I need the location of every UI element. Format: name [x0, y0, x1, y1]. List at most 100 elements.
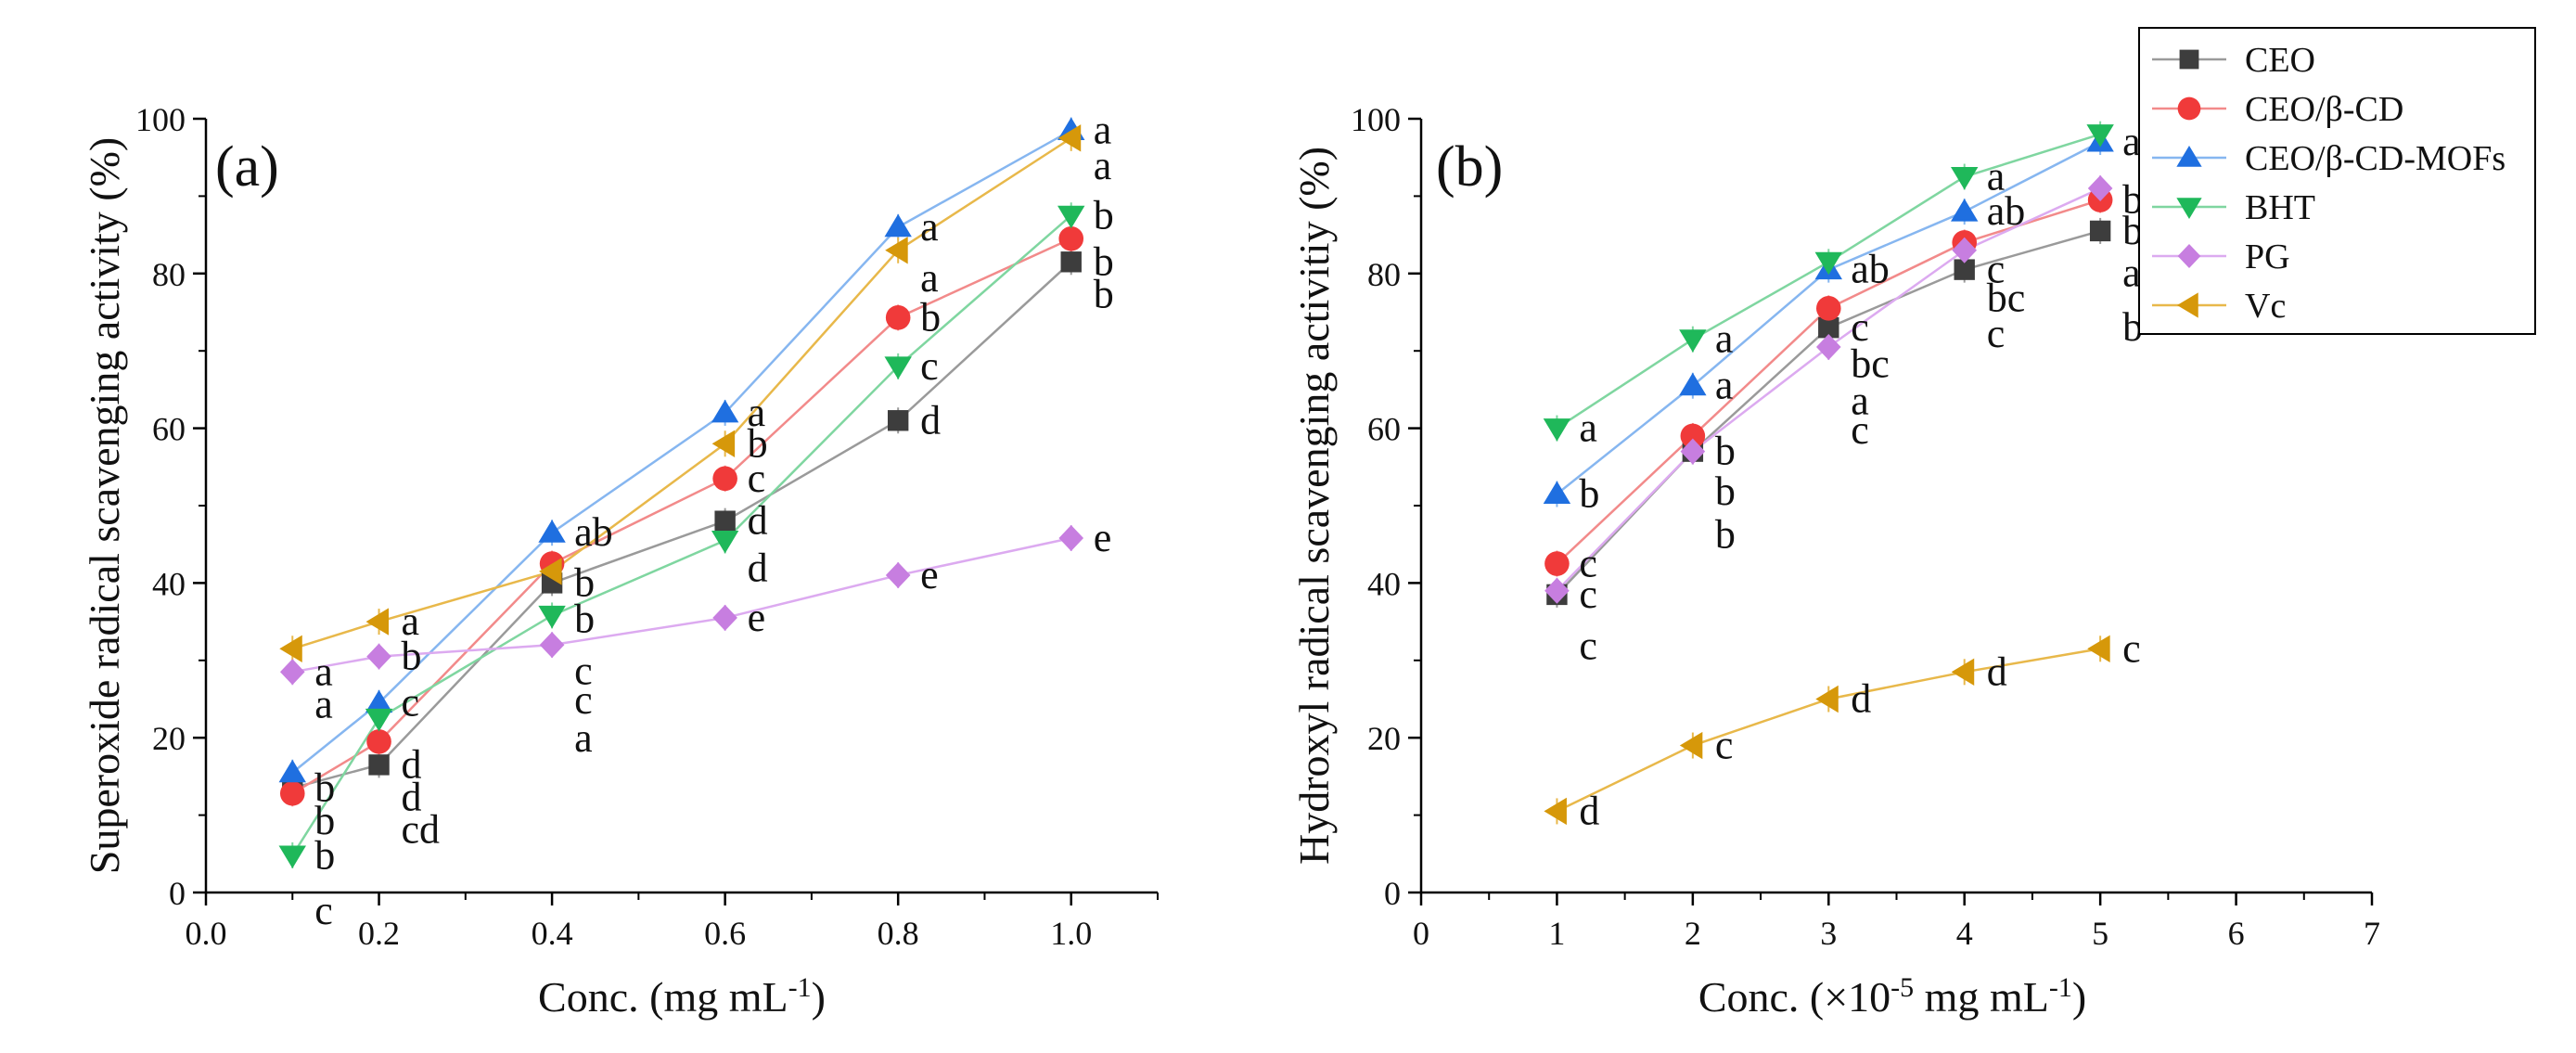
panel-a-point-vc	[885, 237, 908, 264]
panel-a-point-ceo	[1060, 251, 1082, 273]
panel-b-x-axis-label: Conc. (×10-5 mg mL-1)	[1698, 972, 2086, 1021]
legend: CEO CEO/β-CD CEO/β-CD-MOFs BHT PG Vc	[2138, 27, 2536, 335]
panel-b-point-ceo-beta-cd	[1815, 296, 1841, 321]
panel-b-point-bht	[1679, 329, 1707, 353]
panel-a-line-ceo-beta-cd-mofs	[291, 129, 1072, 774]
panel-a-point-ceo-beta-cd-mofs	[365, 689, 393, 713]
panel-b-y-tick-label: 40	[1367, 565, 1401, 602]
panel-b-point-vc	[1815, 685, 1839, 713]
panel-b-sig-letter-ceo-beta-cd-mofs: ab	[1851, 247, 1890, 292]
panel-b-point-pg	[1680, 438, 1706, 465]
panel-b-label: (b)	[1436, 135, 1503, 199]
panel-b-sig-letter-ceo: c	[1851, 304, 1869, 350]
panel-a-y-tick-label: 40	[152, 565, 186, 602]
panel-a-sig-letter-ceo: d	[920, 397, 941, 443]
panel-a-y-tick-label: 60	[152, 411, 186, 448]
panel-b-sig-letter-ceo-beta-cd-mofs: a	[2122, 119, 2141, 164]
panel-a-sig-letter-bht: b	[1094, 192, 1114, 238]
panel-b-point-vc	[1679, 731, 1703, 760]
panel-b-sig-letter-ceo-beta-cd: c	[1579, 541, 1597, 586]
panel-b-sig-letter-ceo: b	[1715, 429, 1736, 474]
panel-a-sig-letter-ceo-beta-cd-mofs: ab	[574, 509, 613, 555]
panel-a-point-bht	[365, 708, 393, 732]
panel-a-y-tick-label: 20	[152, 720, 186, 757]
panel-b-point-ceo	[1818, 316, 1839, 339]
panel-b-sig-letter-bht: a	[1579, 405, 1597, 451]
legend-label-ceo: CEO	[2245, 41, 2315, 80]
panel-a-y-tick-label: 80	[152, 256, 186, 293]
panel-b-sig-letter-ceo-beta-cd-mofs: ab	[1987, 188, 2026, 234]
panel-b-x-tick-label: 1	[1548, 915, 1565, 952]
legend-label-ceo-beta-cd: CEO/β-CD	[2245, 90, 2403, 129]
panel-b-sig-letter-vc: c	[2122, 625, 2141, 671]
panel-a-sig-letter-pg: b	[402, 634, 422, 679]
panel-b-sig-letter-pg: b	[2122, 304, 2143, 350]
panel-b-x-tick-label: 4	[1956, 915, 1973, 952]
panel-b-sig-letter-bht: a	[2122, 250, 2141, 296]
panel-a-point-vc	[539, 558, 562, 585]
panel-b-point-vc	[1951, 658, 1975, 687]
panel-a-line-ceo-beta-cd	[291, 238, 1072, 795]
panel-a-sig-letter-ceo: d	[402, 741, 422, 787]
panel-a-sig-letter-vc: a	[1094, 143, 1112, 188]
panel-b-sig-letter-ceo: b	[2122, 208, 2143, 253]
legend-box	[2138, 27, 2536, 335]
panel-a-x-tick-label: 0.4	[532, 915, 573, 952]
panel-a-point-ceo-beta-cd-mofs	[711, 399, 739, 423]
panel-a-point-ceo-beta-cd-mofs	[278, 759, 306, 783]
legend-marker-bht	[2176, 198, 2202, 219]
panel-a-line-vc	[291, 136, 1072, 650]
panel-b-sig-letter-pg: c	[1579, 623, 1597, 669]
panel-b-sig-letter-ceo-beta-cd: bc	[1987, 275, 2026, 320]
panel-a-point-bht	[278, 845, 306, 868]
legend-label-bht: BHT	[2245, 188, 2315, 227]
panel-b-sig-letter-ceo-beta-cd: b	[2122, 177, 2143, 223]
panel-b-y-tick-label: 20	[1367, 720, 1401, 757]
panel-b-point-pg	[1544, 577, 1570, 604]
panel-a-point-vc	[365, 608, 390, 636]
panel-a-point-ceo-beta-cd	[885, 305, 911, 330]
panel-a-point-pg	[885, 562, 911, 589]
panel-a-point-ceo	[887, 410, 909, 431]
panel-a-sig-letter-ceo-beta-cd: b	[314, 798, 335, 843]
panel-b-sig-letter-ceo-beta-cd-mofs: a	[1715, 363, 1734, 408]
panel-a-sig-letter-pg: e	[1094, 515, 1112, 560]
panel-a-x-axis-label: Conc. (mg mL-1)	[538, 972, 826, 1021]
panel-a-sig-letter-pg: e	[920, 552, 939, 597]
panel-b-sig-letter-vc: c	[1715, 723, 1734, 768]
panel-a-line-ceo	[291, 261, 1072, 790]
panel-b-point-pg	[1815, 334, 1841, 361]
legend-marker-ceo	[2179, 49, 2199, 70]
panel-a-point-ceo-beta-cd	[279, 780, 305, 806]
panel-b-y-tick-label: 60	[1367, 411, 1401, 448]
panel-b-x-tick-label: 2	[1685, 915, 1701, 952]
panel-b-y-tick-label: 0	[1384, 875, 1401, 912]
panel-a-x-tick-label: 0.0	[186, 915, 227, 952]
panel-a-sig-letter-vc: a	[402, 598, 420, 644]
panel-a-point-ceo-beta-cd	[712, 466, 737, 492]
panel-a-sig-letter-ceo: b	[574, 559, 595, 605]
panel-a-y-axis-label: Superoxide radical scavenging activity (…	[81, 137, 128, 875]
panel-a-x-tick-label: 0.2	[358, 915, 400, 952]
panel-a-x-tick-label: 0.6	[704, 915, 746, 952]
panel-b-line-pg	[1556, 186, 2101, 592]
panel-a-label: (a)	[215, 135, 279, 199]
panel-a-point-ceo-beta-cd	[366, 729, 391, 754]
panel-a-y-tick-label: 100	[135, 101, 186, 138]
panel-b-sig-letter-pg: c	[1987, 311, 2006, 356]
panel-a-point-bht	[884, 356, 912, 379]
panel-a-sig-letter-ceo: b	[1094, 238, 1114, 284]
panel-b-point-ceo-beta-cd-mofs	[1543, 481, 1571, 504]
panel-b-point-ceo-beta-cd-mofs	[1951, 199, 1979, 222]
panel-a-point-ceo	[714, 510, 736, 532]
panel-a-sig-letter-ceo-beta-cd: c	[748, 456, 766, 501]
panel-b-point-bht	[1814, 251, 1842, 276]
panel-b-sig-letter-vc: d	[1851, 676, 1871, 722]
panel-a-point-pg	[279, 659, 305, 686]
panel-a-y-tick-label: 0	[169, 875, 186, 912]
panel-b-x-tick-label: 6	[2228, 915, 2245, 952]
panel-b-x-tick-label: 5	[2092, 915, 2108, 952]
